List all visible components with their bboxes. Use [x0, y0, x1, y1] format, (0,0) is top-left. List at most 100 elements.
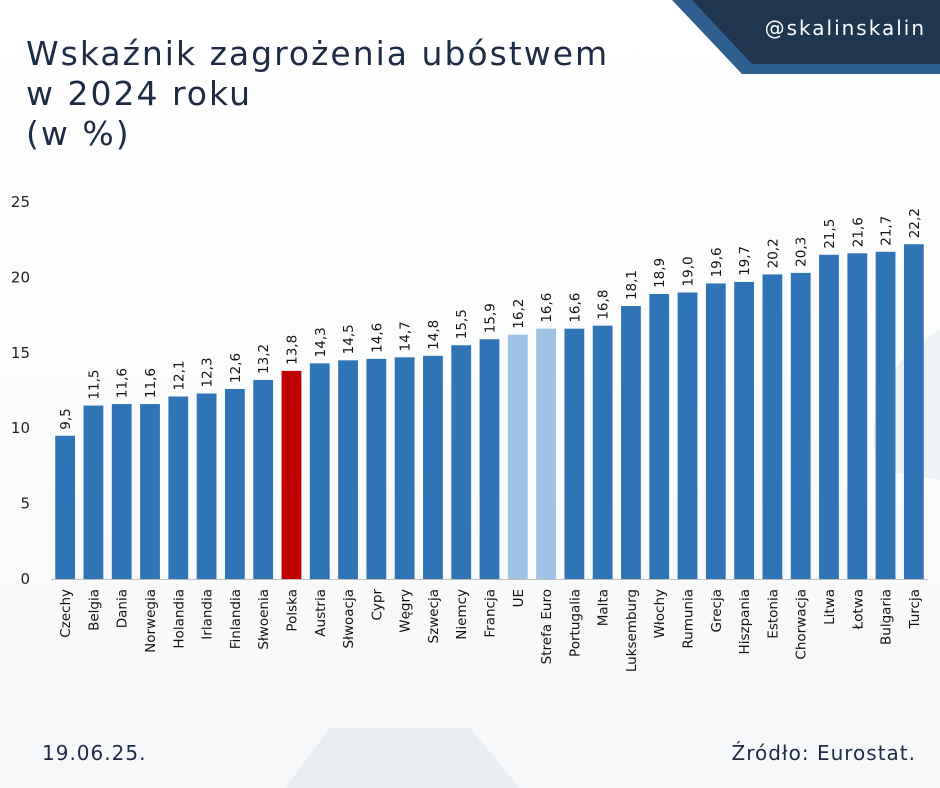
- bar-strefa-euro: [536, 328, 556, 579]
- value-label: 15,5: [454, 309, 470, 339]
- value-label: 19,7: [737, 246, 753, 276]
- value-label: 16,2: [511, 299, 527, 329]
- value-label: 21,6: [850, 217, 866, 247]
- author-handle: @skalinskalin: [764, 16, 926, 40]
- bar-dania: [111, 404, 132, 579]
- category-label: Słwoacja: [341, 589, 357, 648]
- value-label: 18,1: [624, 270, 640, 300]
- category-label: Norwegia: [143, 589, 159, 653]
- category-label: Słwoenia: [256, 589, 272, 650]
- bar-belgia: [83, 405, 104, 579]
- value-label: 14,8: [426, 320, 442, 350]
- bar-słwoenia: [253, 379, 274, 579]
- category-label: Francja: [483, 589, 499, 638]
- value-label: 11,6: [115, 368, 131, 398]
- y-tick-label: 15: [11, 344, 30, 362]
- value-label: 15,9: [483, 303, 499, 333]
- category-label: Łotwa: [850, 589, 866, 630]
- value-label: 14,5: [341, 324, 357, 354]
- bar-grecja: [705, 283, 726, 579]
- bar-włochy: [649, 293, 670, 579]
- bar-francja: [479, 339, 500, 579]
- category-label: Szwecja: [426, 589, 442, 643]
- y-tick-label: 5: [20, 495, 30, 513]
- banner-dark: [692, 0, 940, 64]
- value-label: 13,2: [256, 344, 272, 374]
- value-label: 12,1: [171, 360, 187, 390]
- value-label: 16,6: [567, 293, 583, 323]
- category-label: Turcja: [907, 589, 923, 629]
- category-label: Dania: [115, 589, 131, 628]
- category-label: Włochy: [652, 589, 668, 638]
- value-label: 21,5: [822, 219, 838, 249]
- bar-szwecja: [423, 355, 443, 579]
- value-label: 13,8: [284, 335, 300, 365]
- bar-portugalia: [564, 328, 585, 579]
- title-line-1: Wskaźnik zagrożenia ubóstwem: [26, 34, 610, 73]
- value-label: 14,6: [369, 323, 385, 353]
- value-label: 20,3: [794, 237, 810, 267]
- category-label: Austria: [313, 589, 329, 637]
- publication-date: 19.06.25.: [42, 741, 147, 765]
- category-label: Portugalia: [567, 589, 583, 657]
- value-label: 20,2: [765, 238, 781, 268]
- bar-norwegia: [140, 404, 160, 579]
- value-label: 11,5: [86, 370, 102, 400]
- bar-słwoacja: [338, 360, 358, 579]
- category-label: Węgry: [398, 589, 414, 633]
- value-label: 11,6: [143, 368, 159, 398]
- category-label: Strefa Euro: [539, 589, 555, 664]
- category-label: Niemcy: [454, 589, 470, 640]
- bar-turcja: [903, 244, 924, 579]
- bar-cypr: [366, 358, 387, 579]
- value-label: 19,6: [709, 247, 725, 277]
- value-label: 18,9: [652, 258, 668, 288]
- category-label: Holandia: [171, 589, 187, 649]
- title-line-3: (w %): [26, 114, 131, 153]
- category-label: Czechy: [58, 589, 74, 638]
- category-label: Luksemburg: [624, 589, 640, 672]
- bar-rumunia: [677, 292, 698, 579]
- bar-hiszpania: [734, 281, 755, 579]
- bar-finlandia: [224, 388, 245, 579]
- handle-banner: [672, 0, 940, 74]
- category-label: Malta: [596, 589, 612, 626]
- bar-polska: [281, 370, 302, 579]
- y-tick-label: 0: [20, 570, 30, 588]
- category-label: Irlandia: [200, 589, 216, 640]
- category-label: Belgia: [86, 589, 102, 631]
- category-label: Chorwacja: [794, 589, 810, 660]
- value-label: 22,2: [907, 208, 923, 238]
- value-label: 14,3: [313, 327, 329, 357]
- value-label: 21,7: [879, 216, 895, 246]
- bar-luksemburg: [621, 306, 641, 579]
- value-label: 19,0: [681, 256, 697, 286]
- value-label: 9,5: [58, 408, 74, 429]
- value-label: 12,3: [200, 357, 216, 387]
- bar-czechy: [55, 435, 76, 579]
- category-label: Finlandia: [228, 589, 244, 649]
- bar-litwa: [819, 254, 839, 579]
- y-tick-label: 20: [11, 268, 30, 286]
- page-title: Wskaźnik zagrożenia ubóstwem w 2024 roku…: [26, 34, 609, 154]
- category-label: Litwa: [822, 589, 838, 625]
- category-label: Cypr: [369, 589, 385, 621]
- category-label: Hiszpania: [737, 589, 753, 654]
- y-tick-label: 25: [11, 193, 30, 211]
- value-label: 12,6: [228, 353, 244, 383]
- bar-ue: [507, 334, 528, 579]
- category-label: Bulgaria: [879, 589, 895, 645]
- category-label: Estonia: [765, 589, 781, 639]
- bar-węgry: [394, 357, 415, 579]
- bar-chorwacja: [790, 272, 811, 579]
- bar-austria: [309, 363, 330, 579]
- category-label: UE: [511, 589, 527, 607]
- category-label: Grecja: [709, 589, 725, 632]
- bar-estonia: [762, 274, 783, 579]
- value-label: 16,6: [539, 293, 555, 323]
- value-label: 16,8: [596, 290, 612, 320]
- bar-bulgaria: [875, 251, 896, 579]
- bar-malta: [592, 325, 613, 579]
- y-tick-label: 10: [11, 419, 30, 437]
- value-label: 14,7: [398, 321, 414, 351]
